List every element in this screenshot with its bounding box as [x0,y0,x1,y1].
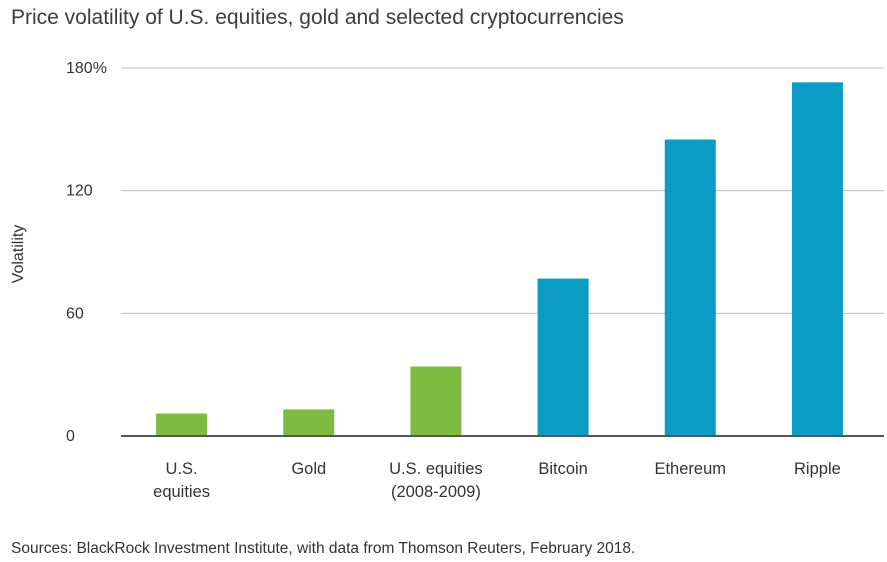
chart-title: Price volatility of U.S. equities, gold … [11,6,624,29]
y-axis-label: Volatility [10,225,27,284]
bar [791,82,843,437]
x-tick-label: (2008-2009) [391,483,481,501]
x-tick-label: Gold [291,460,326,478]
x-tick-label: U.S. equities [389,460,483,478]
gridlines [121,67,884,314]
x-tick-label: U.S. [166,460,198,478]
bar [156,413,208,436]
x-tick-label: Ethereum [654,460,726,478]
y-tick-label: 60 [66,305,84,322]
y-tick-label: 180% [66,60,107,77]
source-note: Sources: BlackRock Investment Institute,… [11,540,636,557]
y-tick-labels: 0 60 120 180% [66,60,107,445]
y-tick-label: 0 [66,428,75,445]
x-tick-label: Bitcoin [538,460,588,478]
bar [664,139,716,437]
x-tick-label: equities [153,483,210,501]
x-tick-labels: U.S. equities Gold U.S. equities (2008-2009)… [153,460,841,501]
bars [156,82,843,437]
bar-chart: 0 60 120 180% U.S. equities Gold U.S. equities… [10,60,884,501]
bar [537,278,589,436]
bar [283,409,335,436]
y-tick-label: 120 [66,183,93,200]
x-tick-label: Ripple [794,460,841,478]
bar [410,366,462,436]
